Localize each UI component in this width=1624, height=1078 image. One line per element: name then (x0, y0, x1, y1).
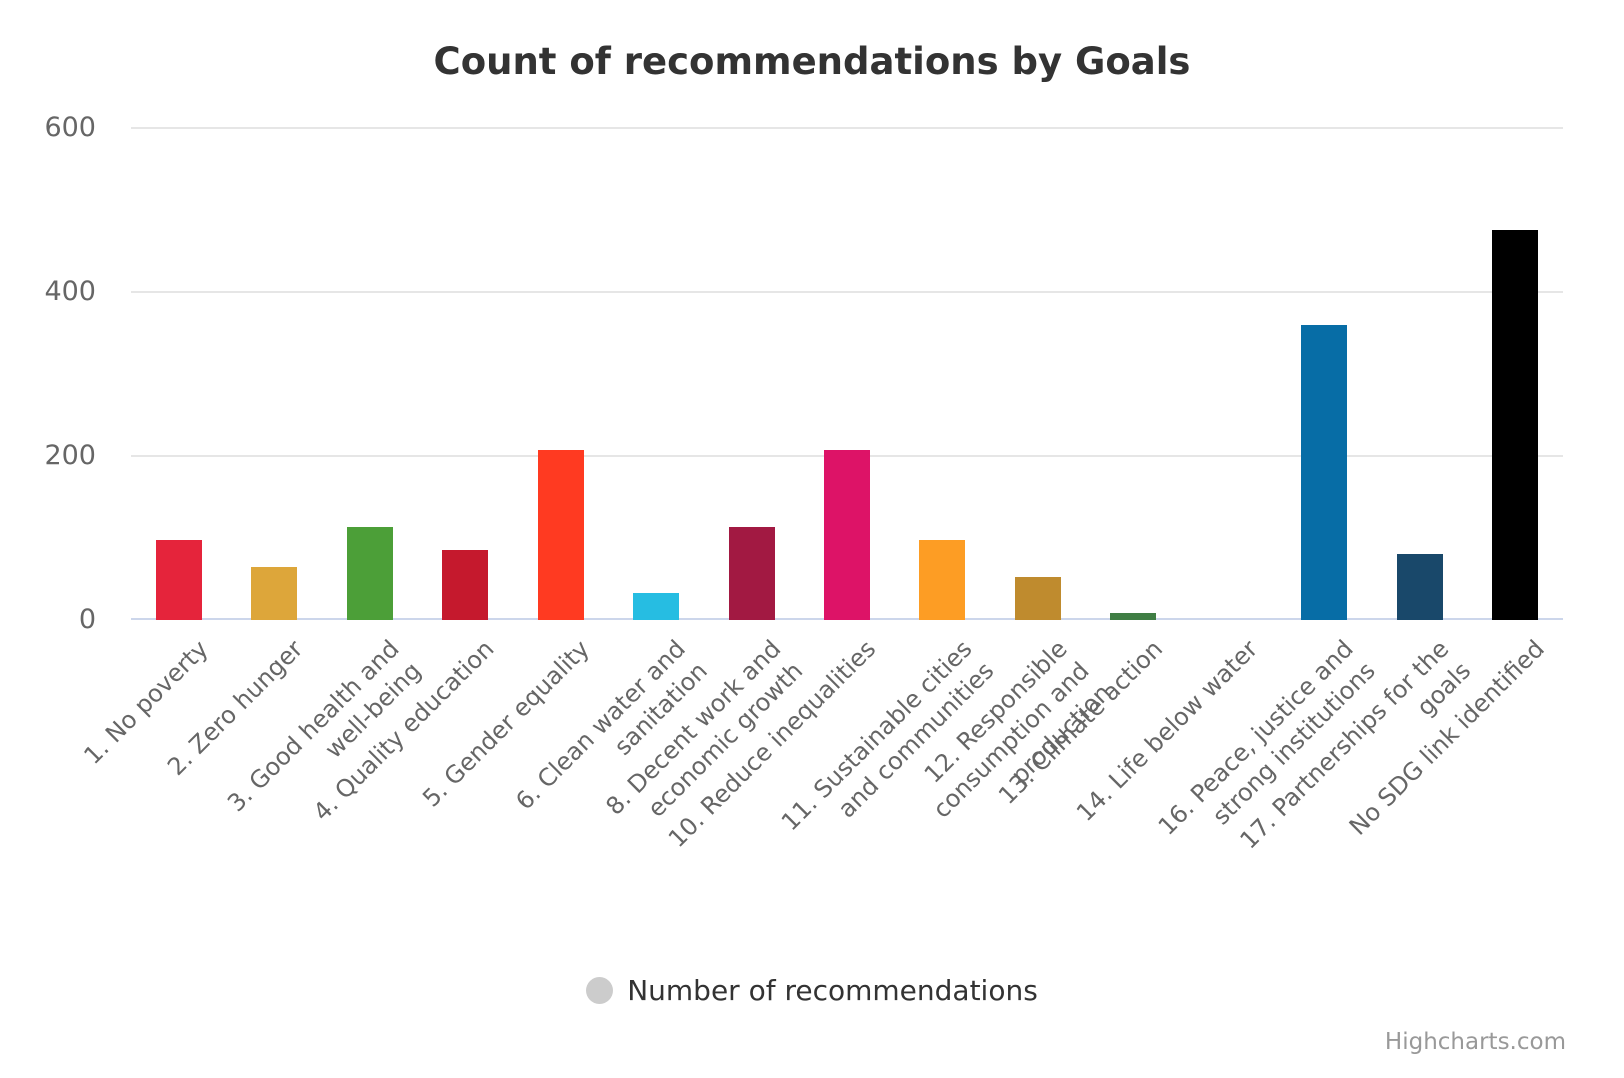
highcharts-credit-link[interactable]: Highcharts.com (1384, 1029, 1566, 1055)
y-axis-tick-label: 400 (44, 276, 96, 307)
column-bar-9[interactable] (919, 540, 966, 620)
y-axis-tick-label: 200 (44, 440, 96, 471)
legend-item[interactable]: Number of recommendations (0, 974, 1624, 1007)
column-bar-1[interactable] (155, 539, 202, 620)
column-bar-8[interactable] (824, 450, 870, 620)
gridline (131, 127, 1563, 129)
column-bar-11[interactable] (1110, 613, 1157, 620)
chart-title: Count of recommendations by Goals (433, 40, 1191, 83)
y-axis-tick-label: 0 (78, 604, 96, 635)
column-bar-10[interactable] (1014, 576, 1061, 620)
column-bar-5[interactable] (537, 450, 584, 620)
legend-label: Number of recommendations (627, 974, 1038, 1007)
column-bar-6[interactable] (633, 592, 680, 620)
column-bar-3[interactable] (346, 526, 393, 620)
y-axis-tick-label: 600 (44, 112, 96, 143)
legend-marker-icon (586, 977, 614, 1004)
column-bar-14[interactable] (1396, 553, 1443, 620)
column-bar-7[interactable] (728, 526, 775, 620)
column-bar-4[interactable] (442, 550, 489, 620)
column-bar-2[interactable] (251, 566, 298, 620)
gridline (131, 291, 1563, 293)
column-bar-13[interactable] (1301, 324, 1348, 620)
column-bar-15[interactable] (1492, 229, 1539, 620)
